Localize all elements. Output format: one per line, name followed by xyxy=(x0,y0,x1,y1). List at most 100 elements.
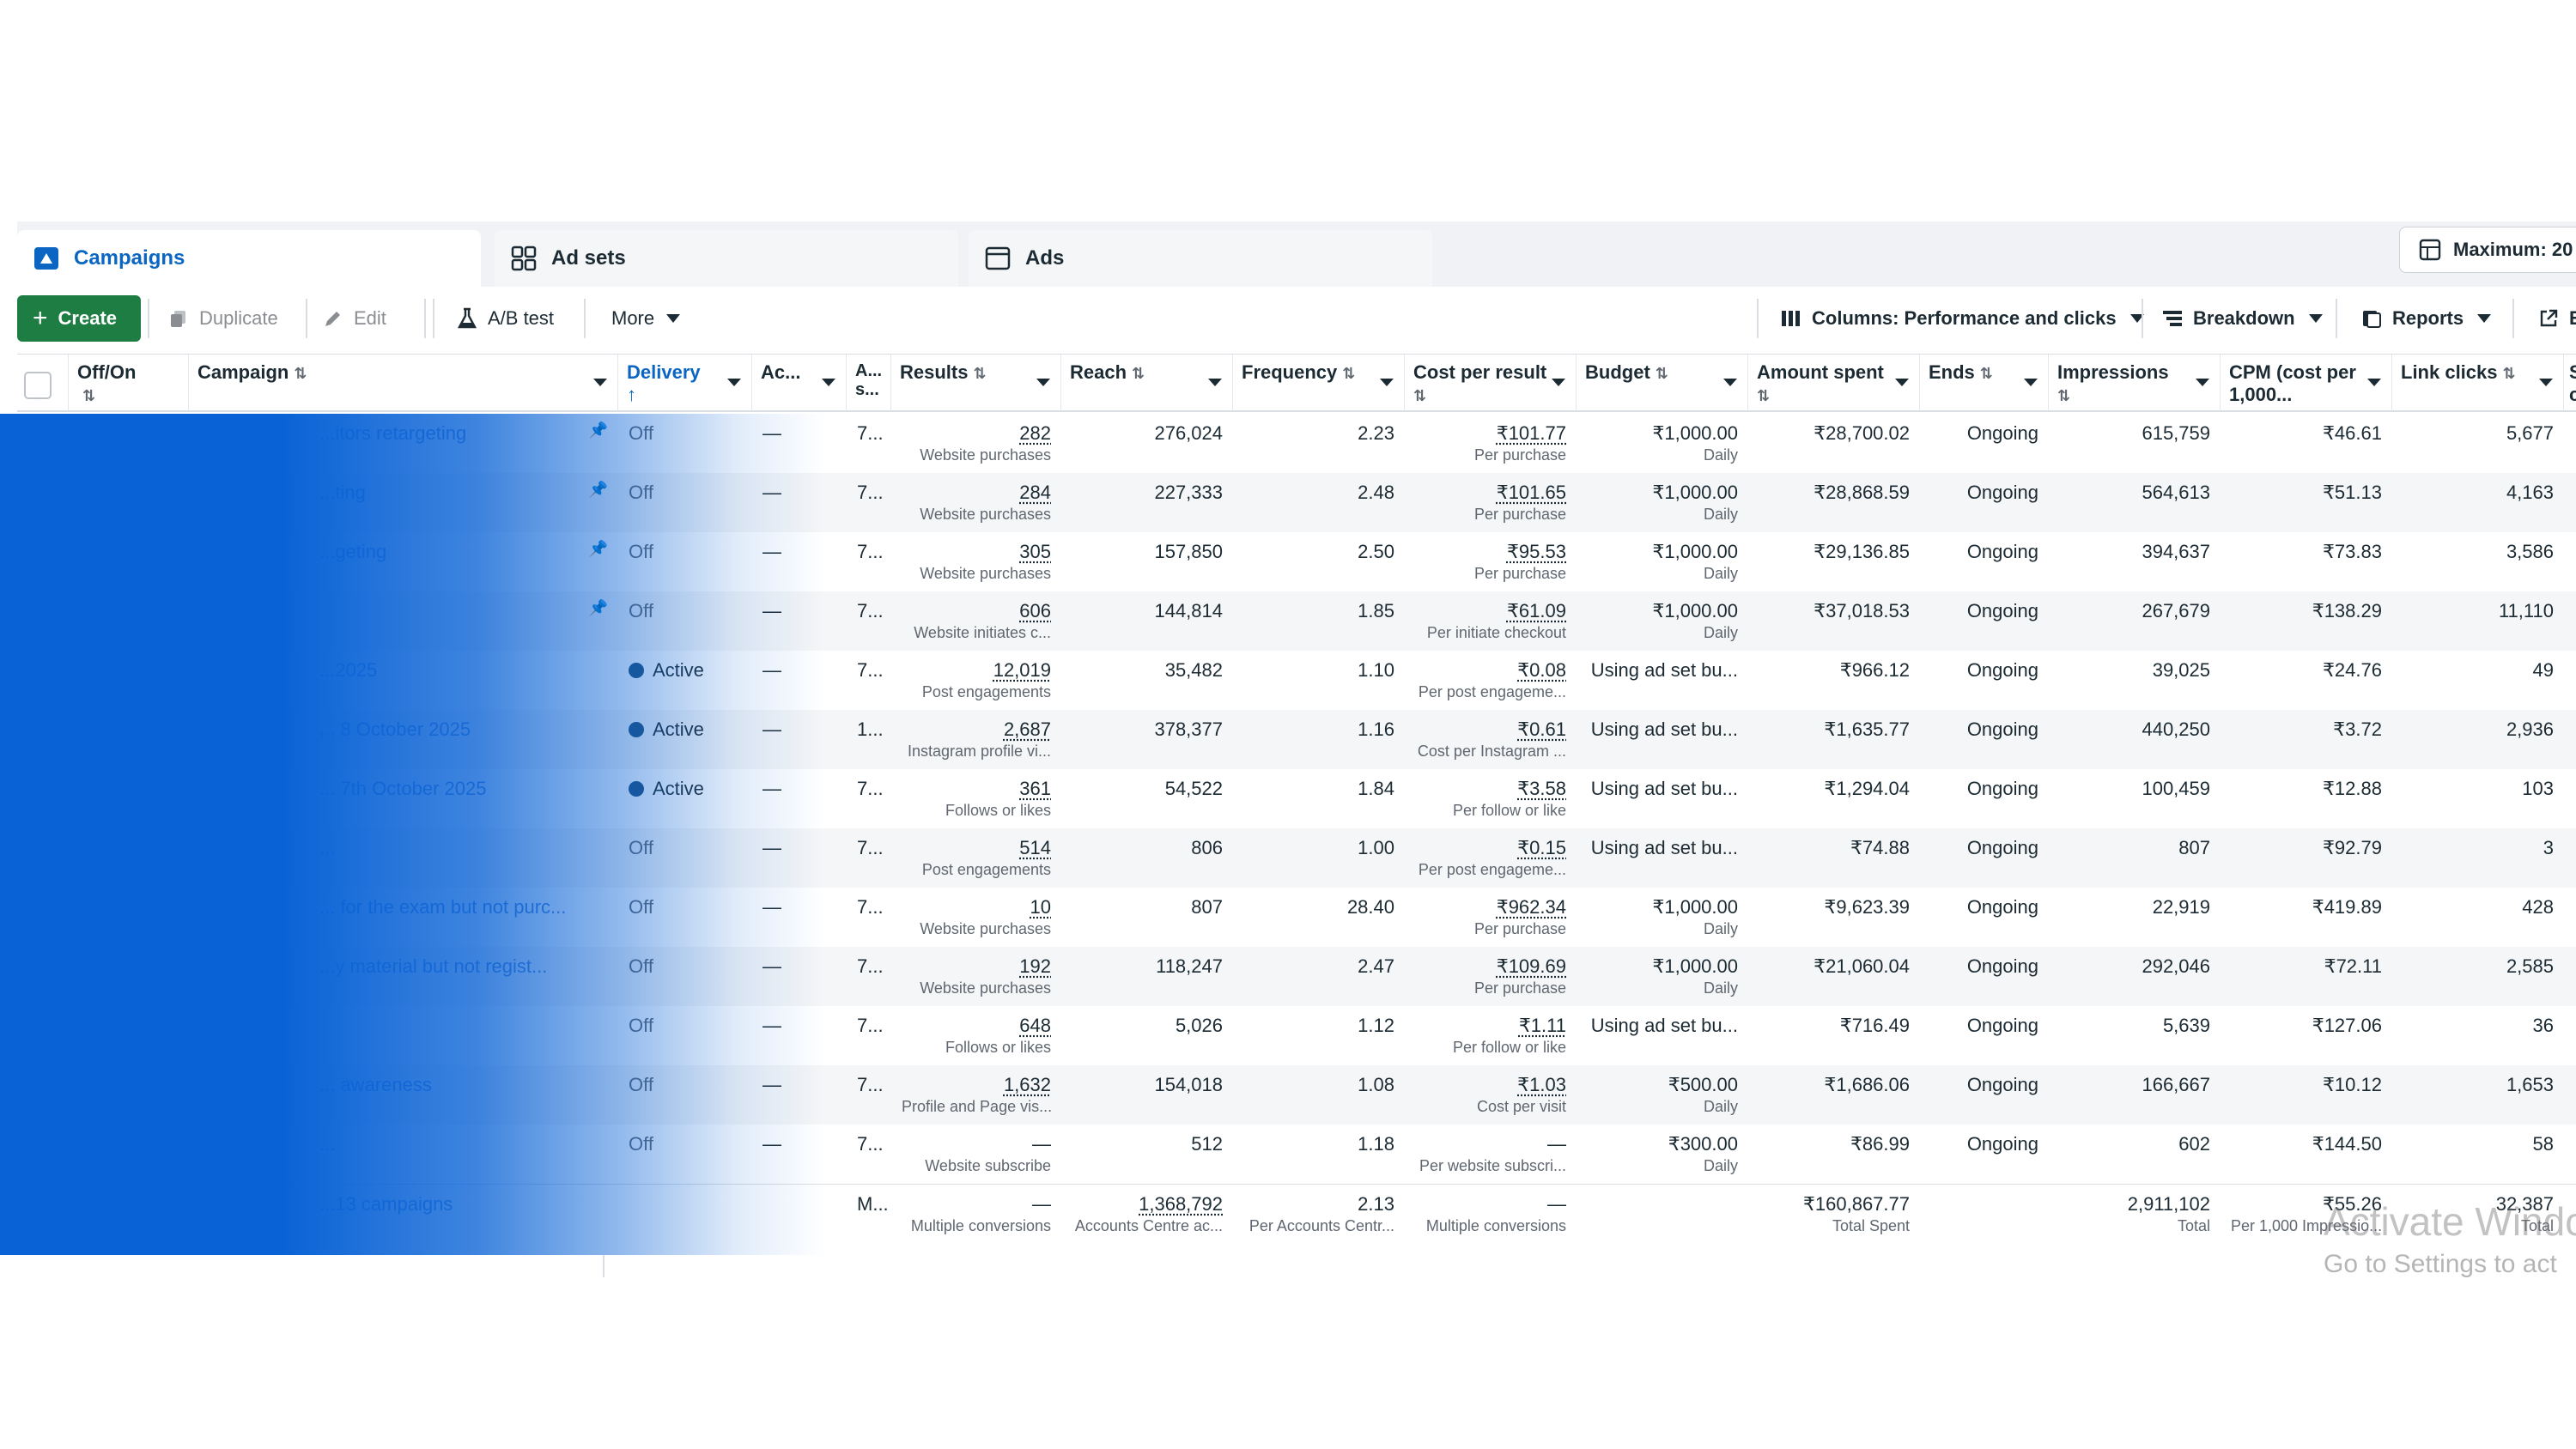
select-all-checkbox[interactable] xyxy=(24,372,52,399)
header-campaign[interactable]: Campaign ⇅ xyxy=(189,355,618,411)
cell-cost-per-result[interactable]: ₹1.03 Cost per visit xyxy=(1405,1065,1577,1125)
breakdown-button[interactable]: Breakdown xyxy=(2147,295,2338,342)
table-row[interactable]: Off — 7... 648 Follows or likes 5,026 1.12 ₹1.1… xyxy=(17,1006,2576,1065)
cell-campaign[interactable]: 📌 xyxy=(189,591,618,651)
header-reach[interactable]: Reach ⇅ xyxy=(1061,355,1233,411)
campaign-name[interactable]: ... awareness xyxy=(199,1074,432,1095)
cell-results[interactable]: 648 Follows or likes xyxy=(891,1006,1061,1065)
campaign-name[interactable]: ...geting xyxy=(199,541,386,562)
header-extra[interactable]: S c xyxy=(2564,355,2576,411)
tab-campaigns[interactable]: Campaigns xyxy=(17,230,481,287)
cell-results[interactable]: 282 Website purchases xyxy=(891,414,1061,473)
pin-icon[interactable]: 📌 xyxy=(589,537,608,560)
cell-results[interactable]: 514 Post engagements xyxy=(891,828,1061,888)
campaign-name[interactable]: ... xyxy=(199,837,335,858)
cell-cost-per-result[interactable]: ₹1.11 Per follow or like xyxy=(1405,1006,1577,1065)
edit-button[interactable]: Edit xyxy=(307,295,402,342)
cell-results[interactable]: 1,632 Profile and Page vis... xyxy=(891,1065,1061,1125)
cell-campaign[interactable]: ... awareness xyxy=(189,1065,618,1125)
cell-cost-per-result[interactable]: ₹962.34 Per purchase xyxy=(1405,888,1577,947)
cell-cost-per-result[interactable]: ₹101.65 Per purchase xyxy=(1405,473,1577,532)
cell-results[interactable]: — Website subscribe xyxy=(891,1125,1061,1184)
cell-campaign[interactable] xyxy=(189,1006,618,1065)
tab-ad-sets[interactable]: Ad sets xyxy=(495,230,958,287)
header-ac[interactable]: Ac... xyxy=(752,355,847,411)
cell-results[interactable]: 361 Follows or likes xyxy=(891,769,1061,828)
table-row[interactable]: ...itors retargeting 📌 Off — 7... 282 Website … xyxy=(17,414,2576,473)
cell-cost-per-result[interactable]: ₹0.15 Per post engageme... xyxy=(1405,828,1577,888)
duplicate-button[interactable]: Duplicate xyxy=(153,295,294,342)
header-delivery[interactable]: Delivery ↑ xyxy=(618,355,752,411)
cell-cost-per-result[interactable]: ₹101.77 Per purchase xyxy=(1405,414,1577,473)
pin-icon[interactable]: 📌 xyxy=(589,597,608,619)
cell-cost-per-result[interactable]: ₹0.08 Per post engageme... xyxy=(1405,651,1577,710)
table-row[interactable]: ... Off — 7... — Website subscribe 512 1.18 — Per… xyxy=(17,1125,2576,1184)
table-row[interactable]: ... for the exam but not purc... Off — 7...… xyxy=(17,888,2576,947)
table-row[interactable]: 📌 Off — 7... 606 Website initiates c... 144,81… xyxy=(17,591,2576,651)
table-row[interactable]: ... 8 October 2025 Active — 1... 2,687 Instag… xyxy=(17,710,2576,769)
header-as[interactable]: A... s... xyxy=(847,355,891,411)
table-row[interactable]: ...geting 📌 Off — 7... 305 Website purchases 15… xyxy=(17,532,2576,591)
cell-results[interactable]: 606 Website initiates c... xyxy=(891,591,1061,651)
campaign-name[interactable]: ...itors retargeting xyxy=(199,422,466,444)
cell-results[interactable]: 284 Website purchases xyxy=(891,473,1061,532)
table-row[interactable]: ...ting 📌 Off — 7... 284 Website purchases 227,… xyxy=(17,473,2576,532)
campaign-name[interactable]: ...ting xyxy=(199,482,366,503)
create-button[interactable]: + Create xyxy=(17,295,141,342)
cell-campaign[interactable]: ... for the exam but not purc... xyxy=(189,888,618,947)
cell-campaign[interactable]: ...itors retargeting 📌 xyxy=(189,414,618,473)
pin-icon[interactable]: 📌 xyxy=(589,419,608,441)
cell-results[interactable]: 12,019 Post engagements xyxy=(891,651,1061,710)
cell-campaign[interactable]: ...ting 📌 xyxy=(189,473,618,532)
header-cost-per-result[interactable]: Cost per result ⇅ xyxy=(1405,355,1577,411)
cell-campaign[interactable]: ... xyxy=(189,828,618,888)
cell-cost-per-result[interactable]: ₹61.09 Per initiate checkout xyxy=(1405,591,1577,651)
campaign-name[interactable]: ... 7th October 2025 xyxy=(199,778,486,799)
header-cpm[interactable]: CPM (cost per 1,000... xyxy=(2221,355,2392,411)
header-results[interactable]: Results ⇅ xyxy=(891,355,1061,411)
cell-cost-per-result[interactable]: ₹95.53 Per purchase xyxy=(1405,532,1577,591)
export-button[interactable]: Exp xyxy=(2523,295,2576,342)
reports-button[interactable]: Reports xyxy=(2346,295,2506,342)
cell-campaign[interactable]: ... 7th October 2025 xyxy=(189,769,618,828)
cell-results[interactable]: 2,687 Instagram profile vi... xyxy=(891,710,1061,769)
table-row[interactable]: ... Off — 7... 514 Post engagements 806 1.00 ₹0.… xyxy=(17,828,2576,888)
header-amount-spent[interactable]: Amount spent ⇅ xyxy=(1748,355,1920,411)
cell-campaign[interactable]: ...y material but not regist... xyxy=(189,947,618,1006)
header-off-on[interactable]: Off/On ⇅ xyxy=(69,355,189,411)
campaign-name[interactable]: ... for the exam but not purc... xyxy=(199,896,566,918)
tab-ads[interactable]: Ads xyxy=(969,230,1432,287)
header-ends[interactable]: Ends ⇅ xyxy=(1920,355,2049,411)
header-frequency[interactable]: Frequency ⇅ xyxy=(1233,355,1405,411)
header-impressions[interactable]: Impressions ⇅ xyxy=(2049,355,2221,411)
cell-cost-per-result[interactable]: — Per website subscri... xyxy=(1405,1125,1577,1184)
campaign-name[interactable]: ...y material but not regist... xyxy=(199,955,547,977)
campaign-name[interactable] xyxy=(199,1015,319,1036)
table-row[interactable]: ...2025 Active — 7... 12,019 Post engagements… xyxy=(17,651,2576,710)
table-row[interactable]: ... awareness Off — 7... 1,632 Profile and Pa… xyxy=(17,1065,2576,1125)
cell-cost-per-result[interactable]: ₹3.58 Per follow or like xyxy=(1405,769,1577,828)
table-row[interactable]: ... 7th October 2025 Active — 7... 361 Follow… xyxy=(17,769,2576,828)
cell-results[interactable]: 10 Website purchases xyxy=(891,888,1061,947)
cell-campaign[interactable]: ... 8 October 2025 xyxy=(189,710,618,769)
pin-icon[interactable]: 📌 xyxy=(589,478,608,500)
cell-cost-per-result[interactable]: ₹0.61 Cost per Instagram ... xyxy=(1405,710,1577,769)
cell-campaign[interactable]: ...2025 xyxy=(189,651,618,710)
cell-results[interactable]: 305 Website purchases xyxy=(891,532,1061,591)
campaign-name[interactable]: ... xyxy=(199,1133,335,1155)
table-row[interactable]: ...y material but not regist... Off — 7... 1… xyxy=(17,947,2576,1006)
maximum-selector[interactable]: Maximum: 20 S xyxy=(2399,227,2576,273)
cell-cpm: ₹51.13 xyxy=(2221,473,2392,532)
cell-results[interactable]: 192 Website purchases xyxy=(891,947,1061,1006)
columns-button[interactable]: Columns: Performance and clicks xyxy=(1765,295,2160,342)
cell-campaign[interactable]: ...geting 📌 xyxy=(189,532,618,591)
campaign-name[interactable]: ... 8 October 2025 xyxy=(199,718,471,740)
cell-cost-per-result[interactable]: ₹109.69 Per purchase xyxy=(1405,947,1577,1006)
cell-campaign[interactable]: ... xyxy=(189,1125,618,1184)
more-button[interactable]: More xyxy=(596,295,696,342)
campaign-name[interactable]: ...2025 xyxy=(199,659,377,681)
campaign-name[interactable] xyxy=(199,600,319,621)
ab-test-button[interactable]: A/B test xyxy=(441,295,569,342)
header-budget[interactable]: Budget ⇅ xyxy=(1577,355,1748,411)
header-link-clicks[interactable]: Link clicks ⇅ xyxy=(2392,355,2564,411)
